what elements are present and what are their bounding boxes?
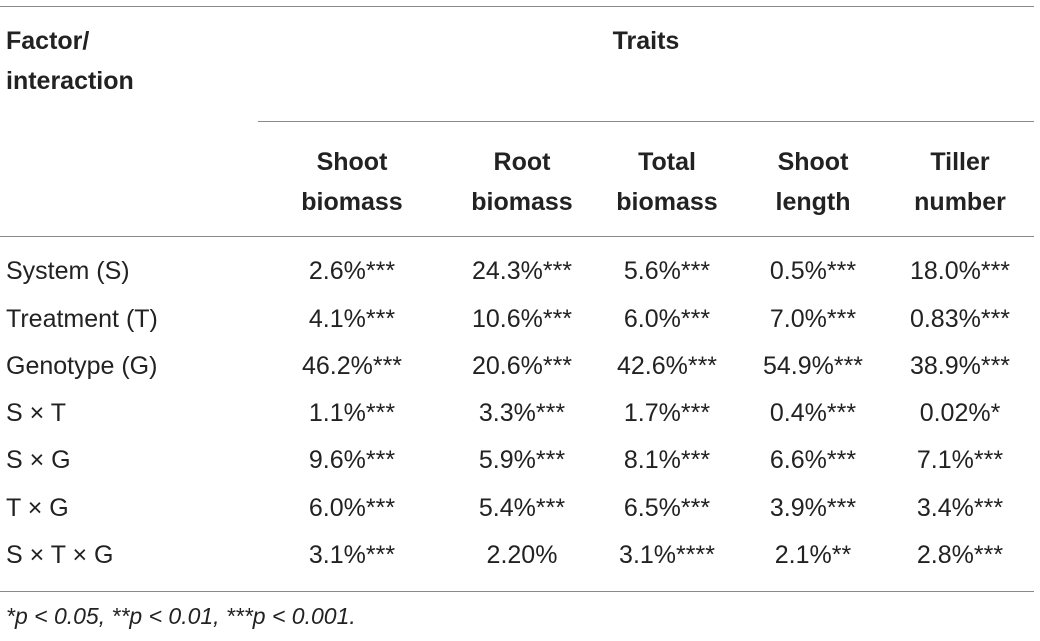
cell-shoot-biomass: 9.6%*** — [308, 446, 396, 474]
cell-shoot-length: 6.6%*** — [769, 446, 857, 474]
column-header-line2: length — [775, 188, 851, 216]
column-header-line1: Shoot — [316, 148, 388, 176]
cell-tiller-number: 3.4%*** — [916, 494, 1004, 522]
table-row-genotype: Genotype (G) 46.2%*** 20.6%*** 42.6%*** … — [0, 343, 1040, 390]
cell-shoot-biomass: 2.6%*** — [308, 257, 396, 285]
cell-root-biomass: 24.3%*** — [471, 257, 573, 285]
traits-header: Traits — [612, 27, 680, 55]
column-header-line2: number — [914, 188, 1006, 216]
row-label: S × G — [6, 446, 71, 474]
top-rule — [0, 6, 1034, 7]
cell-root-biomass: 2.20% — [486, 541, 558, 569]
cell-root-biomass: 3.3%*** — [478, 399, 566, 427]
cell-shoot-biomass: 1.1%*** — [308, 399, 396, 427]
table-row-treatment: Treatment (T) 4.1%*** 10.6%*** 6.0%*** 7… — [0, 296, 1040, 343]
cell-root-biomass: 5.9%*** — [478, 446, 566, 474]
table-row-t-x-g: T × G 6.0%*** 5.4%*** 6.5%*** 3.9%*** 3.… — [0, 485, 1040, 532]
cell-total-biomass: 6.0%*** — [623, 305, 711, 333]
row-label: S × T — [6, 399, 66, 427]
cell-root-biomass: 5.4%*** — [478, 494, 566, 522]
cell-shoot-biomass: 4.1%*** — [308, 305, 396, 333]
row-label: S × T × G — [6, 541, 114, 569]
column-header-line1: Root — [493, 148, 551, 176]
cell-tiller-number: 0.02%* — [919, 399, 1001, 427]
cell-shoot-length: 3.9%*** — [769, 494, 857, 522]
row-label: System (S) — [6, 257, 130, 285]
cell-tiller-number: 7.1%*** — [916, 446, 1004, 474]
significance-footnote: *p < 0.05, **p < 0.01, ***p < 0.001. — [6, 603, 356, 629]
cell-total-biomass: 5.6%*** — [623, 257, 711, 285]
factor-header-line2: interaction — [6, 67, 134, 95]
cell-shoot-length: 7.0%*** — [769, 305, 857, 333]
column-header-tiller-number: Tiller number — [890, 142, 1030, 222]
column-header-line1: Shoot — [777, 148, 849, 176]
table-row-s-x-t: S × T 1.1%*** 3.3%*** 1.7%*** 0.4%*** 0.… — [0, 390, 1040, 437]
cell-shoot-length: 2.1%** — [774, 541, 852, 569]
column-header-line2: biomass — [471, 188, 573, 216]
cell-root-biomass: 10.6%*** — [471, 305, 573, 333]
column-header-line2: biomass — [616, 188, 718, 216]
cell-root-biomass: 20.6%*** — [471, 352, 573, 380]
cell-total-biomass: 42.6%*** — [616, 352, 718, 380]
cell-shoot-biomass: 6.0%*** — [308, 494, 396, 522]
cell-tiller-number: 0.83%*** — [909, 305, 1011, 333]
row-label: Treatment (T) — [6, 305, 158, 333]
cell-total-biomass: 6.5%*** — [623, 494, 711, 522]
row-label: Genotype (G) — [6, 352, 158, 380]
cell-shoot-length: 0.5%*** — [769, 257, 857, 285]
cell-shoot-biomass: 46.2%*** — [301, 352, 403, 380]
cell-shoot-length: 0.4%*** — [769, 399, 857, 427]
cell-tiller-number: 38.9%*** — [909, 352, 1011, 380]
column-header-line1: Total — [638, 148, 696, 176]
table-row-s-x-t-x-g: S × T × G 3.1%*** 2.20% 3.1%**** 2.1%** … — [0, 532, 1040, 579]
traits-underline-rule — [258, 121, 1034, 122]
cell-total-biomass: 8.1%*** — [623, 446, 711, 474]
column-header-shoot-biomass: Shoot biomass — [282, 142, 422, 222]
column-header-line2: biomass — [301, 188, 403, 216]
bottom-rule — [0, 591, 1034, 592]
column-header-line1: Tiller — [930, 148, 990, 176]
cell-shoot-biomass: 3.1%*** — [308, 541, 396, 569]
column-header-shoot-length: Shoot length — [743, 142, 883, 222]
column-header-total-biomass: Total biomass — [597, 142, 737, 222]
column-header-root-biomass: Root biomass — [452, 142, 592, 222]
cell-tiller-number: 2.8%*** — [916, 541, 1004, 569]
factor-header-line1: Factor/ — [6, 27, 90, 55]
table-row-system: System (S) 2.6%*** 24.3%*** 5.6%*** 0.5%… — [0, 248, 1040, 295]
cell-tiller-number: 18.0%*** — [909, 257, 1011, 285]
header-bottom-rule — [0, 236, 1034, 237]
cell-total-biomass: 1.7%*** — [623, 399, 711, 427]
table-row-s-x-g: S × G 9.6%*** 5.9%*** 8.1%*** 6.6%*** 7.… — [0, 437, 1040, 484]
factor-interaction-header: Factor/ interaction — [6, 21, 246, 101]
cell-total-biomass: 3.1%**** — [619, 541, 715, 569]
row-label: T × G — [6, 494, 69, 522]
cell-shoot-length: 54.9%*** — [762, 352, 864, 380]
